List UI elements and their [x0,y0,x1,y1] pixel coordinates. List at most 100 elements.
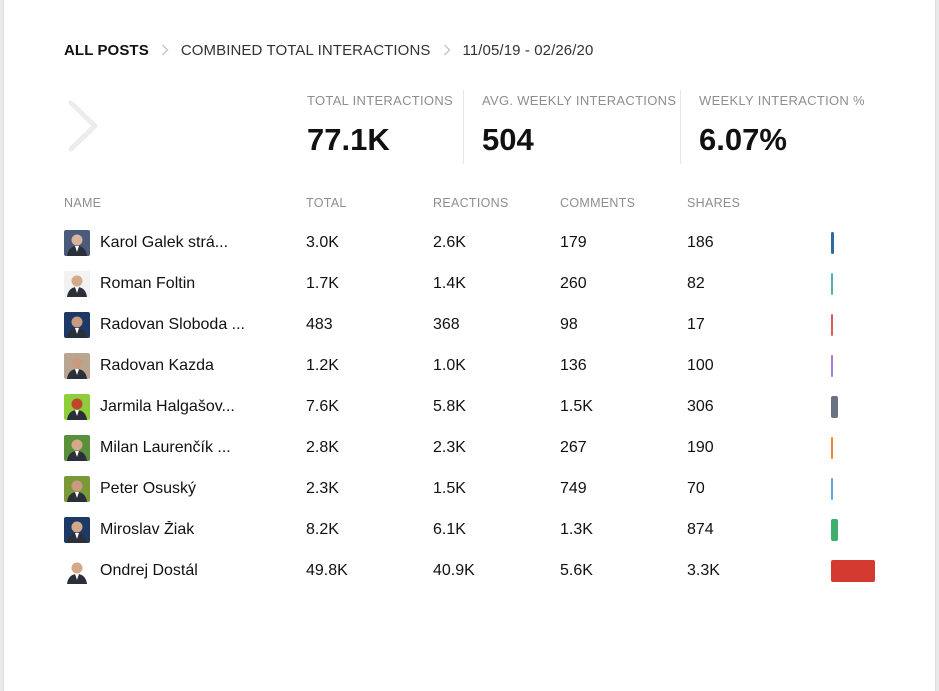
header-shares[interactable]: SHARES [687,196,741,210]
page-name[interactable]: Jarmila Halgašov... [100,397,235,415]
total-value: 2.3K [306,479,339,497]
chevron-right-icon [443,44,451,56]
breadcrumb-date-range: 11/05/19 - 02/26/20 [462,41,594,59]
table-body: Karol Galek strá... 3.0K 2.6K 179 186 Ro… [64,222,894,591]
reactions-value: 1.4K [433,274,466,292]
total-value: 7.6K [306,397,339,415]
share-bar [831,272,833,295]
header-reactions[interactable]: REACTIONS [433,196,509,210]
share-bar-cell [831,518,891,541]
reactions-value: 1.5K [433,479,466,497]
table-row[interactable]: Miroslav Žiak 8.2K 6.1K 1.3K 874 [64,509,894,550]
name-cell: Milan Laurenčík ... [64,434,306,461]
table-row[interactable]: Karol Galek strá... 3.0K 2.6K 179 186 [64,222,894,263]
person-avatar-icon [64,352,90,379]
name-cell: Miroslav Žiak [64,516,306,543]
name-cell: Jarmila Halgašov... [64,393,306,420]
name-cell: Roman Foltin [64,270,306,297]
total-value: 3.0K [306,233,339,251]
share-bar [831,559,875,582]
avatar [64,475,90,502]
reactions-value: 1.0K [433,356,466,374]
shares-value: 306 [687,397,714,415]
person-avatar-icon [64,475,90,502]
table-row[interactable]: Milan Laurenčík ... 2.8K 2.3K 267 190 [64,427,894,468]
reactions-value: 2.6K [433,233,466,251]
interactions-table: NAME TOTAL REACTIONS COMMENTS SHARES Kar… [64,194,894,591]
shares-value: 17 [687,315,705,333]
avatar [64,352,90,379]
person-avatar-icon [64,557,90,584]
total-value: 483 [306,315,333,333]
page-name[interactable]: Roman Foltin [100,274,196,292]
next-arrow-icon[interactable] [66,100,100,152]
page-name[interactable]: Ondrej Dostál [100,561,198,579]
share-bar [831,231,834,254]
share-bar-cell [831,231,891,254]
header-comments[interactable]: COMMENTS [560,196,636,210]
comments-value: 1.5K [560,397,593,415]
interactions-card: ALL POSTS COMBINED TOTAL INTERACTIONS 11… [3,0,936,691]
person-avatar-icon [64,434,90,461]
avatar [64,557,90,584]
table-row[interactable]: Radovan Sloboda ... 483 368 98 17 [64,304,894,345]
person-avatar-icon [64,393,90,420]
share-bar [831,477,833,500]
comments-value: 260 [560,274,587,292]
breadcrumb-combined-total-interactions[interactable]: COMBINED TOTAL INTERACTIONS [180,41,431,59]
share-bar [831,395,838,418]
share-bar-cell [831,272,891,295]
page-name[interactable]: Radovan Kazda [100,356,214,374]
stat-label: AVG. WEEKLY INTERACTIONS [482,93,677,108]
person-avatar-icon [64,229,90,256]
name-cell: Radovan Kazda [64,352,306,379]
page-name[interactable]: Karol Galek strá... [100,233,229,251]
breadcrumb-all-posts[interactable]: ALL POSTS [64,41,149,59]
table-row[interactable]: Ondrej Dostál 49.8K 40.9K 5.6K 3.3K [64,550,894,591]
chevron-right-icon [161,44,169,56]
comments-value: 1.3K [560,520,593,538]
table-row[interactable]: Peter Osuský 2.3K 1.5K 749 70 [64,468,894,509]
reactions-value: 6.1K [433,520,466,538]
header-name[interactable]: NAME [64,196,102,210]
share-bar [831,354,833,377]
comments-value: 5.6K [560,561,593,579]
page-name[interactable]: Miroslav Žiak [100,520,195,538]
reactions-value: 5.8K [433,397,466,415]
shares-value: 82 [687,274,705,292]
share-bar-cell [831,313,891,336]
share-bar-cell [831,354,891,377]
stat-label: TOTAL INTERACTIONS [307,93,454,108]
share-bar-cell [831,559,891,582]
person-avatar-icon [64,311,90,338]
table-row[interactable]: Radovan Kazda 1.2K 1.0K 136 100 [64,345,894,386]
comments-value: 179 [560,233,587,251]
reactions-value: 2.3K [433,438,466,456]
page-name[interactable]: Peter Osuský [100,479,197,497]
total-value: 1.2K [306,356,339,374]
table-row[interactable]: Jarmila Halgašov... 7.6K 5.8K 1.5K 306 [64,386,894,427]
name-cell: Peter Osuský [64,475,306,502]
share-bar-cell [831,477,891,500]
stat-label: WEEKLY INTERACTION % [699,93,865,108]
avatar [64,311,90,338]
stat-weekly-interaction-percent: WEEKLY INTERACTION % 6.07% [680,90,877,164]
shares-value: 3.3K [687,561,720,579]
total-value: 2.8K [306,438,339,456]
shares-value: 186 [687,233,714,251]
shares-value: 100 [687,356,714,374]
shares-value: 874 [687,520,714,538]
stat-avg-weekly-interactions: AVG. WEEKLY INTERACTIONS 504 [463,90,680,164]
share-bar-cell [831,436,891,459]
comments-value: 749 [560,479,587,497]
page-name[interactable]: Radovan Sloboda ... [100,315,245,333]
header-total[interactable]: TOTAL [306,196,347,210]
name-cell: Radovan Sloboda ... [64,311,306,338]
table-header: NAME TOTAL REACTIONS COMMENTS SHARES [64,194,894,212]
page-name[interactable]: Milan Laurenčík ... [100,438,231,456]
table-row[interactable]: Roman Foltin 1.7K 1.4K 260 82 [64,263,894,304]
share-bar [831,313,833,336]
comments-value: 267 [560,438,587,456]
shares-value: 190 [687,438,714,456]
avatar [64,434,90,461]
